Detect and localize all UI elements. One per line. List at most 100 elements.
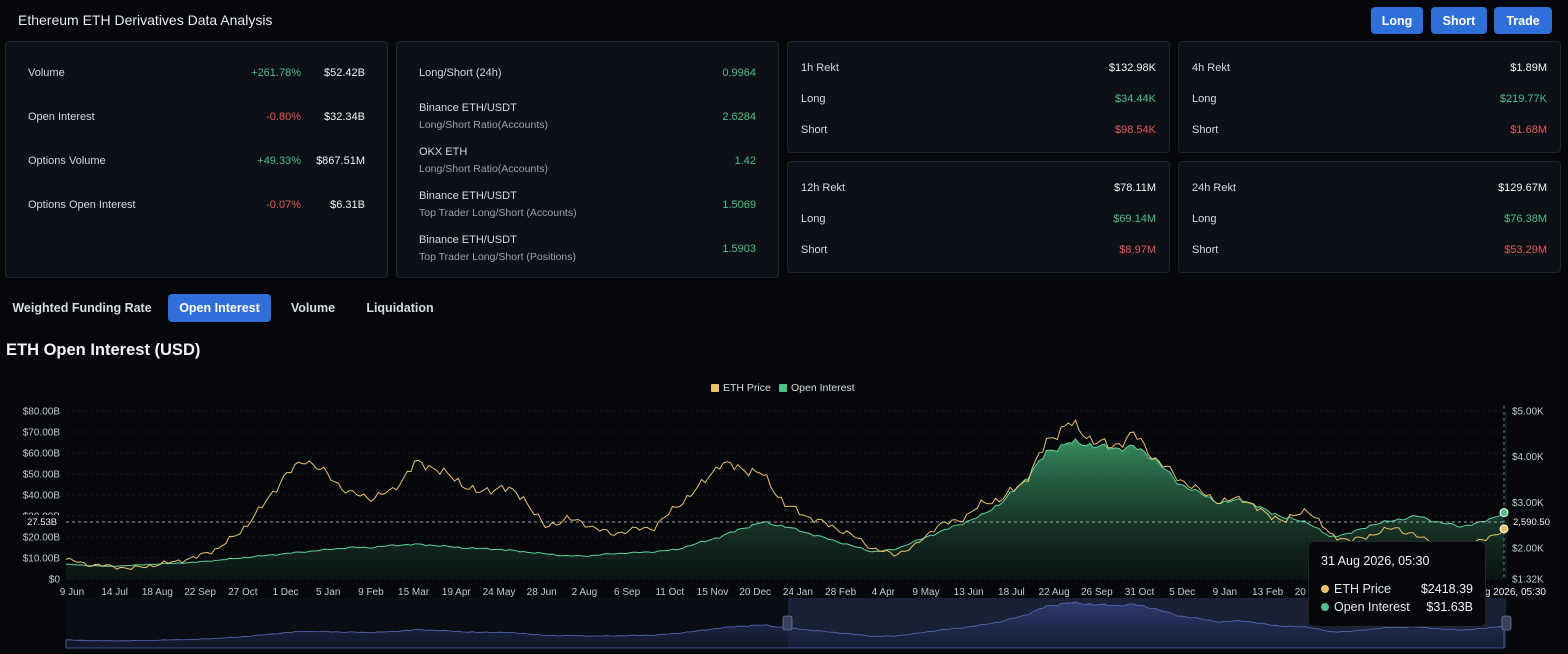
y-right-tick-label: $2.00K: [1512, 543, 1544, 554]
crosshair-left-label-bg: [23, 515, 63, 528]
long-short-value: 1.42: [734, 155, 756, 167]
x-tick-label: 4 Apr: [872, 587, 896, 598]
tab-volume[interactable]: Volume: [290, 301, 336, 315]
range-navigator[interactable]: [65, 598, 1512, 649]
rekt-title: 12h Rekt: [801, 182, 846, 194]
tooltip-value: $2418.39: [1420, 582, 1473, 596]
long-short-value: 1.5903: [722, 243, 756, 255]
x-tick-label: 28 Feb: [825, 587, 857, 598]
overview-change: -0.07%: [266, 199, 301, 211]
open-interest-area: [66, 439, 1504, 579]
rekt-long-label: Long: [801, 213, 826, 225]
long-short-label: Binance ETH/USDT: [419, 102, 517, 114]
x-tick-label: 9 May: [912, 587, 939, 598]
trade-button[interactable]: Trade: [1494, 7, 1552, 34]
rekt-title: 24h Rekt: [1192, 182, 1237, 194]
y-left-tick-label: $50.00B: [23, 470, 61, 481]
legend-swatch-eth-price: [711, 384, 719, 392]
rekt-short-value: $1.68M: [1510, 124, 1547, 136]
x-last-label: 31 Aug 2026, 05:30: [1459, 587, 1546, 598]
page-title: Ethereum ETH Derivatives Data Analysis: [18, 12, 273, 28]
legend-swatch-open-interest: [779, 384, 787, 392]
x-tick-label: 9 Feb: [358, 587, 384, 598]
overview-label: Options Open Interest: [28, 199, 136, 211]
x-tick-label: 18 Aug: [142, 587, 173, 598]
x-tick-label: 2 Aug: [572, 587, 598, 598]
chart-legend: ETH Price Open Interest: [711, 382, 855, 394]
x-tick-label: 6 Sep: [614, 587, 641, 598]
top-bar: Ethereum ETH Derivatives Data Analysis L…: [0, 0, 1568, 40]
long-button[interactable]: Long: [1371, 7, 1423, 34]
overview-change: +261.78%: [251, 67, 301, 79]
overview-value: $867.51M: [316, 155, 365, 167]
rekt-long-value: $69.14M: [1113, 213, 1156, 225]
open-interest-line: [65, 438, 1505, 567]
y-left-tick-label: $40.00B: [23, 491, 61, 502]
long-short-sublabel: Top Trader Long/Short (Positions): [419, 251, 576, 263]
y-right-tick-label: $4.00K: [1512, 452, 1544, 463]
open-interest-point: [1499, 508, 1509, 518]
tab-liquidation[interactable]: Liquidation: [366, 301, 434, 315]
long-short-card: Long/Short (24h) 0.9964 Binance ETH/USDT…: [396, 41, 779, 278]
x-tick-label: 5 Jan: [316, 587, 340, 598]
long-short-label: Long/Short (24h): [419, 67, 502, 79]
x-tick-label: 14 Jul: [101, 587, 128, 598]
rekt-total: $1.89M: [1510, 62, 1547, 74]
tab-open-interest[interactable]: Open Interest: [168, 294, 271, 322]
crosshair-right-label: 2,590.50: [1513, 517, 1550, 528]
x-tick-label: 9 Jan: [1213, 587, 1237, 598]
tab-weighted-funding-rate[interactable]: Weighted Funding Rate: [12, 301, 152, 315]
eth-price-line: [65, 418, 1505, 570]
navigator-handle-right[interactable]: [1501, 615, 1512, 631]
long-short-value: 1.5069: [722, 199, 756, 211]
rekt-short-value: $98.54K: [1115, 124, 1156, 136]
short-button[interactable]: Short: [1431, 7, 1487, 34]
x-tick-label: 19 Apr: [442, 587, 472, 598]
rekt-title: 4h Rekt: [1192, 62, 1230, 74]
y-left-tick-label: $20.00B: [23, 533, 61, 544]
tooltip-row-eth-price: ETH Price $2418.39: [1321, 582, 1473, 596]
x-tick-label: 24 May: [483, 587, 516, 598]
long-short-sublabel: Top Trader Long/Short (Accounts): [419, 207, 577, 219]
x-tick-label: 5 Dec: [1169, 587, 1195, 598]
chart-title: ETH Open Interest (USD): [6, 341, 201, 359]
chart-grid: [66, 410, 1507, 580]
y-left-tick-label: $70.00B: [23, 428, 61, 439]
rekt-short-value: $53.29M: [1504, 244, 1547, 256]
x-tick-label: 31 Oct: [1125, 587, 1155, 598]
y-left-tick-label: $10.00B: [23, 554, 61, 565]
y-left-tick-label: $80.00B: [23, 407, 61, 418]
long-short-sublabel: Long/Short Ratio(Accounts): [419, 163, 548, 175]
tooltip-date: 31 Aug 2026, 05:30: [1321, 554, 1430, 568]
rekt-short-label: Short: [801, 124, 828, 136]
rekt-total: $129.67M: [1498, 182, 1547, 194]
navigator-handle-left[interactable]: [782, 615, 793, 631]
x-tick-label: 15 Nov: [697, 587, 729, 598]
chart-tooltip: 31 Aug 2026, 05:30 ETH Price $2418.39 Op…: [1308, 541, 1486, 627]
rekt-short-label: Short: [801, 244, 828, 256]
rekt-short-label: Short: [1192, 124, 1219, 136]
rekt-long-value: $34.44K: [1115, 93, 1156, 105]
rekt-card-12h: 12h Rekt $78.11M Long $69.14M Short $8.9…: [787, 161, 1170, 273]
tooltip-label: ETH Price: [1334, 582, 1391, 596]
overview-value: $52.42B: [324, 67, 365, 79]
tooltip-label: Open Interest: [1334, 600, 1410, 614]
rekt-long-value: $76.38M: [1504, 213, 1547, 225]
crosshair-right-label-bg: [1508, 515, 1554, 528]
tooltip-row-open-interest: Open Interest $31.63B: [1321, 600, 1473, 614]
legend-label-open-interest[interactable]: Open Interest: [791, 382, 855, 394]
x-tick-label: 26 Sep: [1081, 587, 1113, 598]
open-interest-chart[interactable]: ETH Price Open Interest $0 $10.00B $20.00B…: [0, 376, 1568, 654]
overview-label: Volume: [28, 67, 65, 79]
long-short-label: Binance ETH/USDT: [419, 234, 517, 246]
rekt-long-label: Long: [1192, 213, 1217, 225]
x-tick-label: 24 Jan: [783, 587, 813, 598]
y-right-tick-label: $5.00K: [1512, 407, 1544, 418]
x-tick-label: 11 Oct: [655, 587, 684, 598]
y-right-tick-label: $3.00K: [1512, 498, 1544, 509]
long-short-value: 0.9964: [722, 67, 756, 79]
y-left-tick-label: $60.00B: [23, 449, 61, 460]
overview-change: +49.33%: [257, 155, 301, 167]
legend-label-eth-price[interactable]: ETH Price: [723, 382, 771, 394]
long-short-sublabel: Long/Short Ratio(Accounts): [419, 119, 548, 131]
